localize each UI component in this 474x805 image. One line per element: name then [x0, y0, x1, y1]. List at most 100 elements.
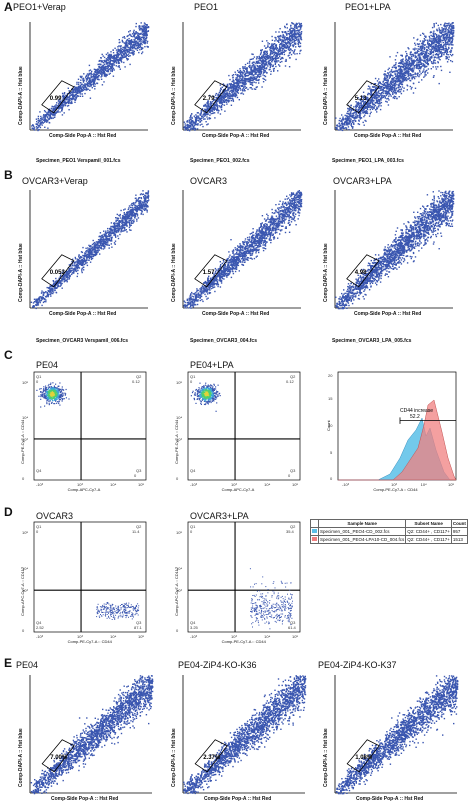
data-point: [438, 27, 440, 29]
data-point: [145, 40, 147, 42]
data-point: [426, 39, 428, 41]
data-point: [437, 39, 439, 41]
data-point: [133, 53, 135, 55]
data-point: [38, 129, 40, 131]
data-point: [271, 61, 273, 63]
data-point: [421, 71, 424, 73]
data-point: [190, 127, 192, 129]
data-point: [437, 61, 439, 63]
data-point: [357, 123, 359, 125]
data-point: [355, 112, 357, 114]
data-point: [252, 77, 255, 79]
data-point: [395, 87, 398, 90]
data-point: [361, 107, 363, 109]
data-point: [429, 58, 431, 60]
data-point: [293, 50, 295, 52]
data-point: [126, 38, 129, 41]
data-point: [448, 27, 450, 29]
data-point: [450, 29, 452, 31]
data-point: [236, 91, 239, 93]
data-point: [247, 80, 249, 83]
data-point: [430, 34, 432, 37]
data-point: [373, 89, 376, 91]
data-point: [204, 112, 206, 114]
data-point: [299, 29, 301, 31]
data-point: [89, 78, 91, 80]
data-point: [413, 76, 415, 78]
data-point: [32, 124, 34, 126]
data-point: [36, 120, 38, 123]
data-point: [205, 121, 207, 123]
data-point: [190, 121, 192, 123]
data-point: [101, 53, 103, 56]
data-point: [281, 41, 283, 43]
data-point: [420, 72, 422, 75]
data-point: [218, 91, 221, 94]
data-point: [380, 105, 382, 107]
data-point: [367, 94, 369, 96]
data-point: [433, 45, 435, 47]
data-point: [348, 122, 350, 124]
data-point: [209, 111, 211, 113]
data-point: [379, 87, 381, 90]
data-point: [227, 95, 230, 97]
data-point: [213, 108, 215, 110]
data-point: [386, 84, 388, 87]
data-point: [440, 51, 442, 53]
data-point: [95, 69, 97, 71]
data-point: [135, 37, 137, 39]
data-point: [384, 95, 386, 97]
data-point: [251, 66, 253, 68]
data-point: [261, 57, 263, 59]
data-point: [284, 39, 286, 41]
data-point: [345, 124, 348, 126]
data-point: [384, 79, 386, 81]
data-point: [401, 70, 404, 72]
data-point: [371, 89, 374, 91]
data-point: [372, 106, 374, 109]
data-point: [261, 60, 263, 62]
data-point: [296, 27, 298, 29]
data-point: [217, 100, 219, 103]
data-point: [201, 115, 203, 118]
data-point: [76, 92, 78, 94]
data-point: [77, 95, 80, 97]
data-point: [242, 90, 244, 92]
data-point: [353, 119, 355, 122]
data-point: [86, 73, 89, 75]
data-point: [271, 59, 274, 62]
data-point: [219, 93, 222, 95]
data-point: [77, 92, 79, 95]
data-point: [350, 105, 352, 107]
data-point: [442, 31, 444, 34]
data-point: [262, 59, 265, 61]
data-point: [354, 111, 356, 114]
data-point: [358, 116, 360, 118]
data-point: [447, 25, 449, 27]
data-point: [232, 77, 234, 79]
data-point: [210, 101, 212, 104]
data-point: [292, 45, 295, 48]
data-point: [383, 84, 385, 87]
data-point: [222, 91, 224, 93]
data-point: [284, 36, 286, 38]
data-point: [244, 63, 247, 66]
data-point: [370, 92, 372, 95]
data-point: [406, 55, 408, 57]
data-point: [65, 98, 67, 100]
data-point: [401, 59, 403, 61]
data-point: [261, 68, 263, 70]
data-point: [259, 65, 261, 67]
data-point: [230, 94, 232, 96]
data-point: [297, 40, 299, 42]
data-point: [59, 107, 61, 109]
data-point: [446, 37, 448, 39]
data-point: [393, 85, 396, 87]
data-point: [443, 39, 445, 41]
data-point: [424, 53, 426, 55]
data-point: [401, 68, 403, 71]
data-point: [133, 50, 135, 53]
data-point: [138, 38, 141, 41]
data-point: [125, 40, 127, 43]
data-point: [445, 55, 448, 58]
